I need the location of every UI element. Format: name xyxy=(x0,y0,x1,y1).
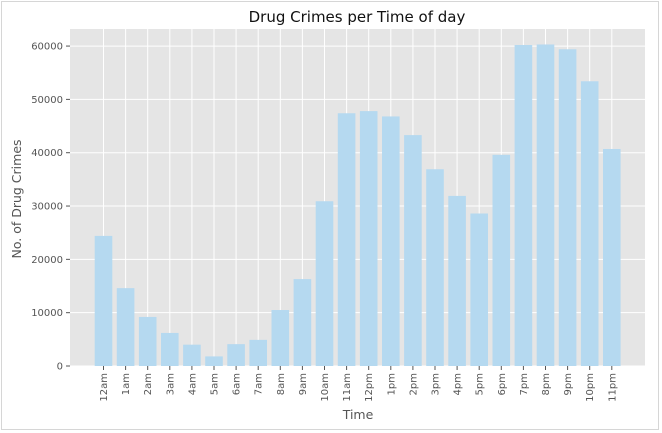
y-tick-label: 60000 xyxy=(31,42,63,53)
bar-2am xyxy=(138,316,157,366)
bar-5pm xyxy=(470,213,488,366)
x-tick-label: 9pm xyxy=(563,373,574,395)
bar-11pm xyxy=(603,148,621,366)
x-tick-label: 12am xyxy=(99,373,110,402)
x-tick-label: 10pm xyxy=(585,373,596,402)
bar-2pm xyxy=(404,135,422,366)
x-tick-label: 8am xyxy=(276,373,287,395)
bar-4pm xyxy=(448,195,466,366)
bar-3am xyxy=(161,332,179,366)
x-tick-label: 4am xyxy=(187,373,198,395)
bar-7pm xyxy=(514,44,533,367)
x-tick-label: 11pm xyxy=(607,373,618,402)
bar-8am xyxy=(271,310,290,366)
x-tick-label: 6pm xyxy=(497,373,508,395)
bar-9am xyxy=(293,279,312,366)
bar-4am xyxy=(183,344,201,366)
y-tick-label: 40000 xyxy=(31,148,63,159)
y-tick-label: 20000 xyxy=(31,255,63,266)
y-tick-label: 30000 xyxy=(31,202,63,213)
x-tick-label: 7am xyxy=(254,373,265,395)
bar-1pm xyxy=(382,116,400,366)
y-tick-label: 50000 xyxy=(31,95,63,106)
bar-5am xyxy=(205,356,223,366)
x-tick-label: 12pm xyxy=(364,373,375,402)
x-axis-label: Time xyxy=(342,407,374,422)
x-tick-label: 4pm xyxy=(453,373,464,395)
bar-9pm xyxy=(558,49,577,366)
bar-12am xyxy=(94,235,113,366)
bar-7am xyxy=(249,339,267,366)
x-tick-label: 1pm xyxy=(386,373,397,395)
bar-12pm xyxy=(359,111,378,366)
x-tick-label: 5am xyxy=(210,373,221,395)
x-tick-label: 7pm xyxy=(519,373,530,395)
x-tick-label: 6am xyxy=(232,373,243,395)
bar-8pm xyxy=(536,44,555,366)
x-tick-label: 2pm xyxy=(408,373,419,395)
bar-6am xyxy=(227,344,245,366)
y-axis-label: No. of Drug Crimes xyxy=(9,139,24,258)
bar-10pm xyxy=(580,81,599,366)
y-tick-label: 0 xyxy=(57,362,63,373)
x-tick-label: 3pm xyxy=(431,373,442,395)
x-tick-label: 8pm xyxy=(541,373,552,395)
x-tick-label: 5pm xyxy=(475,373,486,395)
bar-10am xyxy=(315,201,334,366)
x-tick-label: 1am xyxy=(121,373,132,395)
bar-3pm xyxy=(426,169,444,366)
x-axis-ticks: 12am 1am 2am 3am 4am 5am 6am 7am 8am 9am 10am 11am 1… xyxy=(99,366,618,402)
x-tick-label: 10am xyxy=(320,373,331,402)
bars xyxy=(94,44,621,367)
x-tick-label: 3am xyxy=(165,373,176,395)
y-axis-ticks: 0 10000 20000 30000 40000 50000 60000 xyxy=(31,42,70,373)
y-tick-label: 10000 xyxy=(31,308,63,319)
bar-6pm xyxy=(492,154,511,366)
bar-1am xyxy=(116,288,135,366)
x-tick-label: 2am xyxy=(143,373,154,395)
x-tick-label: 9am xyxy=(298,373,309,395)
plot-area xyxy=(70,29,645,366)
chart-title: Drug Crimes per Time of day xyxy=(249,8,466,26)
x-tick-label: 11am xyxy=(342,373,353,402)
bar-11am xyxy=(337,113,356,366)
